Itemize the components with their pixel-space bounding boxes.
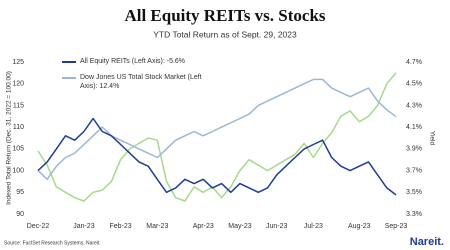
y2-tick-label: 4.3% bbox=[406, 102, 422, 109]
series-line bbox=[37, 78, 397, 181]
series-line bbox=[37, 117, 397, 196]
legend-item: Dow Jones US Total Stock Market (Left Ax… bbox=[62, 73, 210, 91]
y2-tick-label: 4.7% bbox=[406, 59, 422, 66]
x-tick-label: May-23 bbox=[228, 223, 251, 230]
x-tick-label: Apr-23 bbox=[193, 223, 214, 230]
y-tick-label: 115 bbox=[13, 102, 24, 109]
legend: All Equity REITs (Left Axis): -5.6% Dow J… bbox=[62, 57, 210, 98]
y2-axis-label: Yield bbox=[428, 131, 435, 146]
y-tick-label: 110 bbox=[13, 124, 24, 131]
chart-subtitle: YTD Total Return as of Sept. 29, 2023 bbox=[153, 29, 297, 39]
y-tick-label: 95 bbox=[16, 189, 24, 196]
y2-tick-label: 3.7% bbox=[406, 167, 422, 174]
legend-swatch bbox=[62, 77, 76, 79]
y-tick-label: 90 bbox=[16, 211, 24, 218]
legend-label: Dow Jones US Total Stock Market (Left Ax… bbox=[80, 74, 202, 90]
x-tick-label: Jan-23 bbox=[73, 223, 95, 230]
logo: Nareit. bbox=[410, 236, 444, 248]
y2-tick-label: 3.5% bbox=[406, 189, 422, 196]
y2-tick-label: 4.5% bbox=[406, 81, 422, 88]
y-tick-label: 120 bbox=[12, 81, 24, 88]
legend-label: All Equity REITs (Left Axis): -5.6% bbox=[80, 58, 186, 65]
legend-item: All Equity REITs (Left Axis): -5.6% bbox=[62, 57, 210, 66]
x-tick-label: Sep-23 bbox=[385, 223, 408, 230]
y-tick-label: 125 bbox=[12, 59, 24, 66]
chart-title: All Equity REITs vs. Stocks bbox=[124, 6, 325, 25]
y-tick-label: 100 bbox=[12, 167, 24, 174]
y2-tick-label: 3.3% bbox=[406, 211, 422, 218]
y-axis-label: Indexed Total Return (Dec. 31, 2022 = 10… bbox=[6, 71, 13, 205]
source-note: Source: FactSet Research Systems, Nareit… bbox=[4, 240, 101, 246]
y2-tick-label: 3.9% bbox=[406, 146, 422, 153]
x-tick-label: Jun-23 bbox=[266, 223, 288, 230]
x-tick-label: Mar-23 bbox=[146, 223, 168, 230]
y-tick-label: 105 bbox=[12, 146, 24, 153]
x-tick-label: Dec-22 bbox=[27, 223, 50, 230]
x-tick-label: Feb-23 bbox=[110, 223, 132, 230]
x-tick-label: Jul-23 bbox=[304, 223, 323, 230]
x-tick-label: Aug-23 bbox=[348, 223, 371, 230]
legend-swatch bbox=[62, 61, 76, 63]
series-line bbox=[37, 72, 397, 202]
y2-tick-label: 4.1% bbox=[406, 124, 422, 131]
